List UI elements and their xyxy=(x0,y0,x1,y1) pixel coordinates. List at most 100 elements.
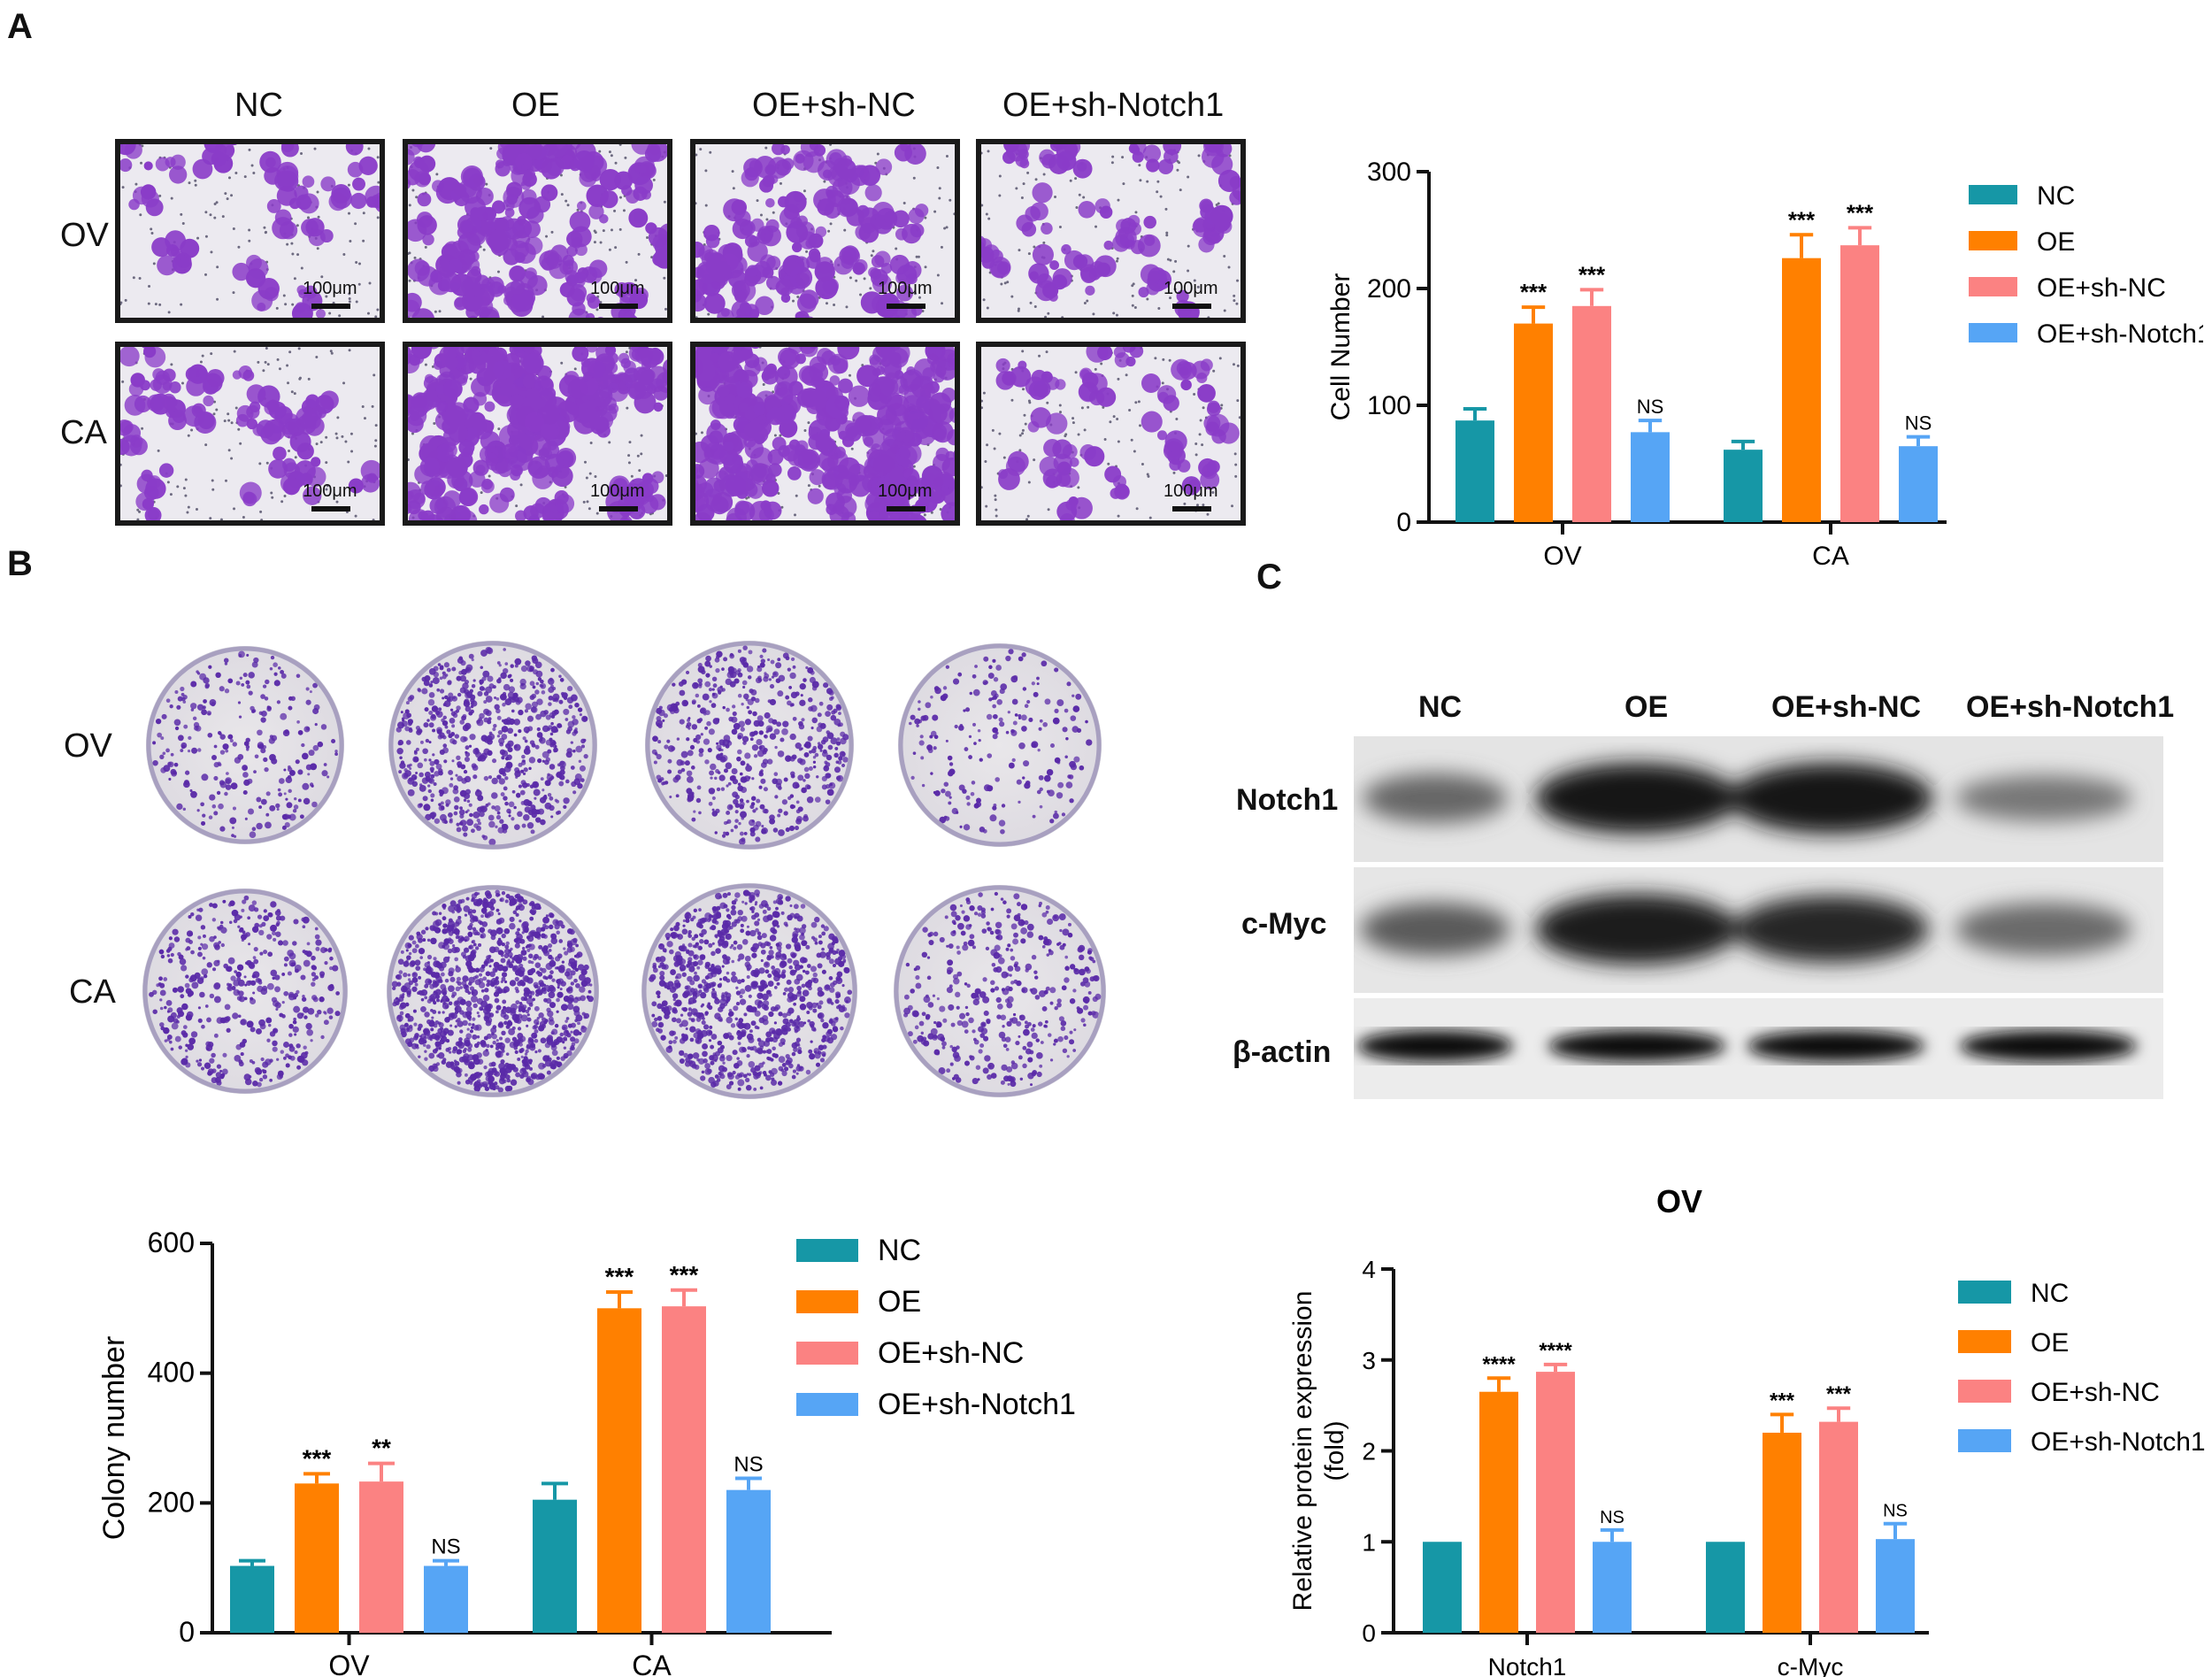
pore-dot xyxy=(1218,357,1222,360)
colony-dot xyxy=(202,934,206,938)
colony-dot xyxy=(508,696,512,701)
stained-cell xyxy=(179,258,190,268)
colony-dot xyxy=(773,672,777,676)
stained-cell xyxy=(276,185,297,206)
colony-dot xyxy=(434,818,441,824)
colony-dot xyxy=(482,670,490,678)
colony-dot xyxy=(772,719,778,725)
colony-dot xyxy=(471,763,477,769)
colony-dot xyxy=(170,768,177,775)
pore-dot xyxy=(237,427,241,431)
stained-cell xyxy=(358,156,378,175)
colony-dot xyxy=(710,703,717,709)
colony-dot xyxy=(465,750,468,754)
colony-dot xyxy=(750,802,756,806)
colony-dot xyxy=(173,762,179,767)
pore-dot xyxy=(1058,404,1062,407)
pore-dot xyxy=(945,226,949,229)
pore-dot xyxy=(695,432,697,435)
colony-dot xyxy=(825,711,831,717)
colony-dot xyxy=(203,699,207,704)
colony-dot xyxy=(281,973,286,976)
pore-dot xyxy=(1061,316,1064,318)
colony-dot xyxy=(199,991,205,998)
colony-dot xyxy=(232,742,238,747)
colony-dot xyxy=(1031,741,1039,749)
stained-cell xyxy=(941,457,955,477)
pore-dot xyxy=(622,209,626,212)
stained-cell xyxy=(881,481,893,492)
colony-dot xyxy=(725,831,730,836)
stained-cell xyxy=(541,257,555,271)
colony-dot xyxy=(541,750,549,758)
colony-dot xyxy=(198,1058,203,1062)
pore-dot xyxy=(731,170,734,173)
colony-dot xyxy=(439,749,445,756)
colony-dot xyxy=(837,760,842,765)
stained-cell xyxy=(1094,198,1110,214)
colony-dot xyxy=(751,777,755,781)
colony-dot xyxy=(835,704,841,710)
colony-dot xyxy=(999,721,1005,727)
colony-dot xyxy=(790,691,798,699)
colony-dot xyxy=(725,762,733,770)
colony-dot xyxy=(505,761,513,769)
colony-dot xyxy=(464,698,470,704)
pore-dot xyxy=(1236,399,1240,403)
pore-dot xyxy=(1233,452,1237,456)
colony-dot xyxy=(826,754,833,761)
stained-cell xyxy=(120,144,136,156)
pore-dot xyxy=(288,449,291,452)
colony-dot xyxy=(672,682,676,687)
colony-dot xyxy=(803,779,806,782)
colony-dot xyxy=(714,776,718,781)
stained-cell xyxy=(586,347,597,353)
stained-cell xyxy=(419,155,436,173)
pore-dot xyxy=(347,212,350,215)
stained-cell xyxy=(1129,347,1144,358)
stained-cell xyxy=(1049,260,1060,271)
colony-dot xyxy=(518,784,523,788)
pore-dot xyxy=(545,235,549,238)
stained-cell xyxy=(758,507,774,520)
pore-dot xyxy=(371,404,374,408)
stained-cell xyxy=(463,279,474,290)
colony-dot xyxy=(168,936,173,941)
stained-cell xyxy=(998,469,1008,480)
pore-dot xyxy=(827,229,831,233)
colony-dot xyxy=(806,785,811,789)
scale-label: 100μm xyxy=(1164,279,1218,298)
colony-dot xyxy=(152,741,157,745)
colony-dot xyxy=(723,768,728,773)
colony-dot xyxy=(1085,719,1088,724)
colony-dot xyxy=(314,927,319,931)
colony-dot xyxy=(281,825,287,830)
colony-dot xyxy=(721,667,725,671)
pore-dot xyxy=(664,474,667,478)
stained-cell xyxy=(514,152,533,171)
stained-cell xyxy=(268,401,287,419)
colony-dot xyxy=(157,732,163,738)
colony-dot xyxy=(165,748,170,753)
pore-dot xyxy=(239,442,242,445)
colony-dot xyxy=(714,831,718,835)
stained-cell xyxy=(715,470,729,484)
colony-dot xyxy=(692,681,699,689)
colony-dot xyxy=(759,654,764,658)
pore-dot xyxy=(1078,193,1081,196)
colony-dot xyxy=(256,796,262,803)
colony-dot xyxy=(921,783,926,788)
colony-dot xyxy=(280,669,285,674)
pore-dot xyxy=(1025,518,1029,520)
stained-cell xyxy=(523,352,544,374)
colony-dot xyxy=(764,712,771,719)
colony-dot xyxy=(303,1045,307,1050)
colony-dot xyxy=(749,737,754,742)
pore-dot xyxy=(435,173,439,176)
pore-dot xyxy=(157,449,160,452)
colony-dot xyxy=(302,782,310,790)
colony-dot xyxy=(523,798,531,806)
pore-dot xyxy=(1046,401,1049,404)
pore-dot xyxy=(121,380,125,383)
colony-dot xyxy=(182,1025,188,1029)
